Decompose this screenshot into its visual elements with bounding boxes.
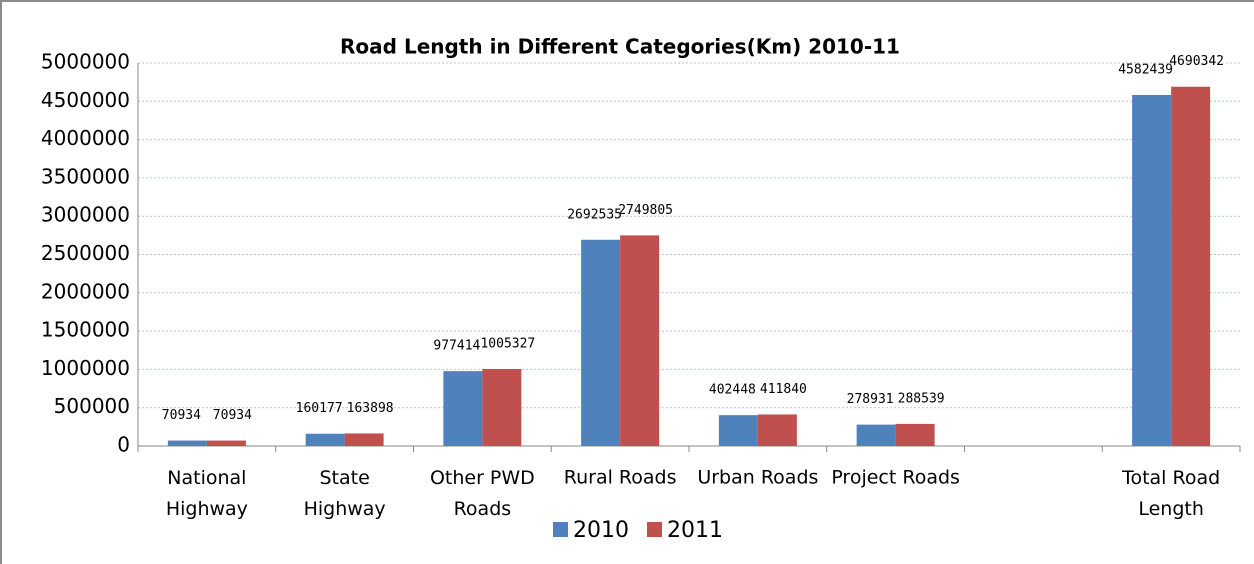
value-label: 288539 — [898, 391, 945, 406]
bar — [856, 424, 896, 446]
bar — [482, 368, 522, 446]
x-tick-label: Project Roads — [831, 467, 960, 489]
value-label: 1005327 — [480, 336, 535, 351]
value-label: 163898 — [347, 401, 394, 416]
y-tick-label: 500000 — [54, 394, 130, 418]
x-tick-label: Other PWD Roads — [430, 467, 535, 520]
y-tick-label: 3500000 — [41, 164, 130, 188]
value-label: 160177 — [296, 401, 343, 416]
x-tick-label: National Highway — [166, 467, 248, 520]
chart-title: Road Length in Different Categories(Km) … — [340, 35, 900, 59]
value-label: 4690342 — [1169, 54, 1224, 69]
y-tick-label: 5000000 — [41, 50, 130, 74]
legend-swatch — [647, 522, 662, 537]
x-tick-label: State Highway — [304, 467, 386, 520]
bar — [757, 414, 797, 446]
bar — [1171, 86, 1211, 447]
bar — [620, 235, 660, 446]
x-tick-label: Urban Roads — [697, 467, 818, 489]
value-label: 2749805 — [618, 203, 673, 218]
legend-label: 2010 — [573, 518, 629, 543]
bar — [443, 371, 483, 446]
bar — [1132, 94, 1172, 447]
value-label: 411840 — [760, 382, 807, 397]
bar — [344, 433, 384, 446]
value-label: 70934 — [162, 408, 201, 423]
value-label: 4582439 — [1118, 62, 1173, 77]
value-label: 70934 — [213, 408, 252, 423]
y-tick-label: 2500000 — [41, 241, 130, 265]
bar — [581, 239, 621, 446]
value-label: 278931 — [847, 392, 894, 407]
value-label: 2692535 — [567, 207, 622, 222]
bar — [167, 440, 207, 446]
y-tick-label: 0 — [117, 433, 130, 457]
value-label: 977414 — [433, 339, 480, 354]
y-tick-label: 4500000 — [41, 88, 130, 112]
bar — [206, 440, 246, 446]
legend-label: 2011 — [667, 518, 723, 543]
y-tick-label: 4000000 — [41, 126, 130, 150]
y-tick-label: 1500000 — [41, 318, 130, 342]
legend-swatch — [553, 522, 568, 537]
x-tick-label: Rural Roads — [564, 467, 677, 489]
bar — [305, 433, 345, 446]
y-tick-label: 3000000 — [41, 203, 130, 227]
y-tick-label: 1000000 — [41, 356, 130, 380]
x-tick-label: Total Road Length — [1121, 467, 1220, 520]
value-label: 402448 — [709, 383, 756, 398]
bar — [895, 423, 935, 446]
y-tick-label: 2000000 — [41, 279, 130, 303]
bar — [718, 415, 758, 446]
